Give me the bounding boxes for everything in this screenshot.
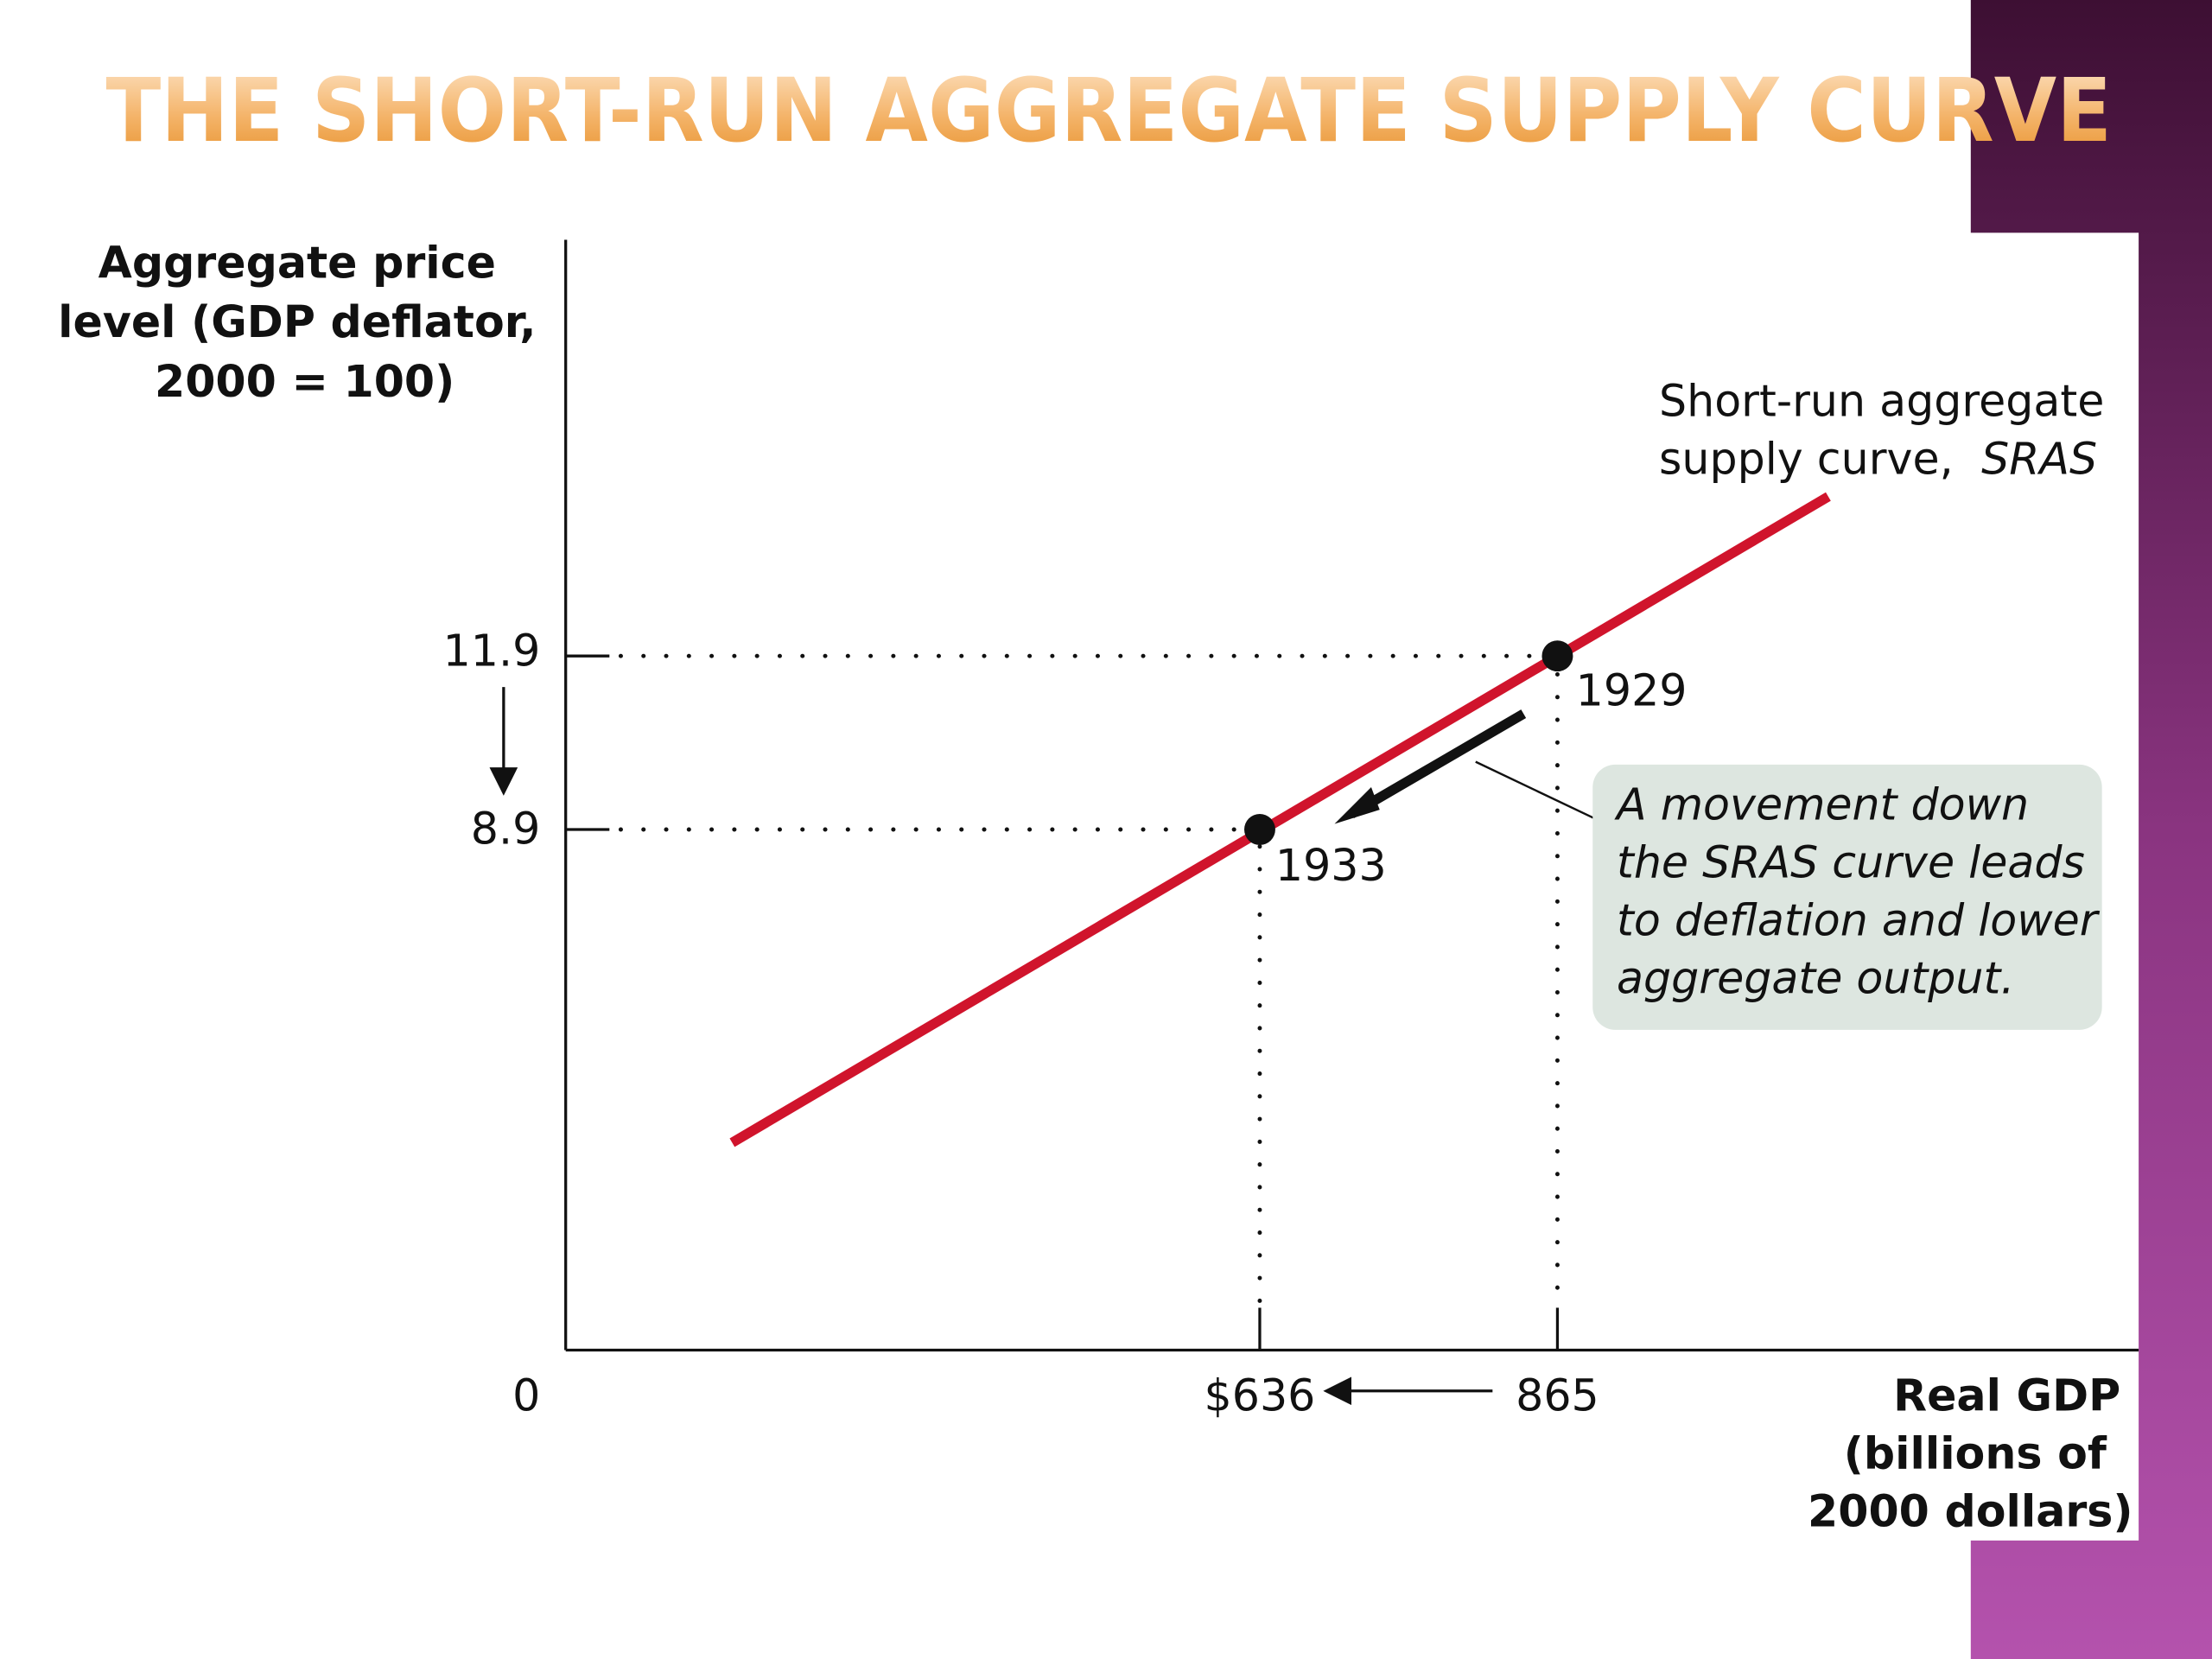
x-axis-label: Real GDP (billions of 2000 dollars) (1808, 1370, 2136, 1537)
x-axis-label-line: (billions of (1844, 1428, 2107, 1479)
y-axis-label-line: 2000 = 100) (155, 356, 454, 407)
y-axis-label-line: level (GDP deflator, (58, 296, 536, 347)
curve-label-name: SRAS (1981, 434, 2097, 485)
x-tick-label: 865 (1516, 1370, 1599, 1421)
leader-line (1475, 760, 1595, 820)
x-axis-label-line: Real GDP (1893, 1370, 2120, 1421)
point-label: 1933 (1275, 840, 1387, 891)
x-tick-label: $636 (1205, 1370, 1316, 1421)
x-axis-label-line: 2000 dollars) (1808, 1486, 2133, 1537)
y-tick-label: 8.9 (471, 803, 541, 854)
origin-label: 0 (512, 1370, 540, 1421)
movement-arrowhead (1334, 787, 1380, 824)
curve-label-line: Short-run aggregate (1659, 376, 2104, 427)
annotation-line: the SRAS curve leads (1617, 837, 2085, 888)
movement-arrow (1349, 709, 1527, 818)
y-tick-label: 11.9 (443, 626, 541, 677)
curve-label: Short-run aggregate supply curve, SRAS (1659, 376, 2118, 485)
annotation: A movement down the SRAS curve leads to … (1614, 779, 2112, 1004)
curve-label-line: supply curve, (1659, 434, 1954, 485)
point (1541, 640, 1573, 672)
slide-title: THE SHORT-RUN AGGREGATE SUPPLY CURVE (105, 60, 2112, 162)
annotation-box (1592, 764, 2102, 1030)
annotation-line: A movement down (1614, 779, 2029, 830)
annotation-line: to deflation and lower (1617, 894, 2101, 945)
sras-curve (729, 492, 1831, 1147)
y-axis-label: Aggregate price level (GDP deflator, 200… (58, 238, 551, 407)
guides (618, 653, 1560, 1307)
point (1244, 814, 1275, 845)
point-label: 1929 (1576, 664, 1688, 715)
y-axis-label-line: Aggregate price (99, 238, 496, 289)
annotation-line: aggregate output. (1617, 952, 2014, 1003)
